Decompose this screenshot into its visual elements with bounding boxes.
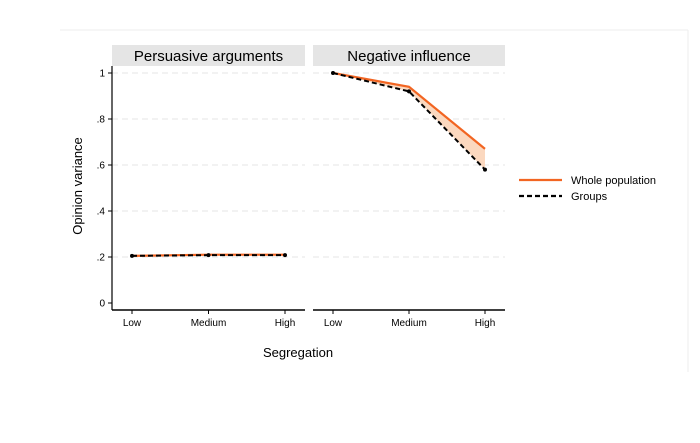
legend-label: Whole population [571, 175, 656, 187]
y-tick-label: .2 [97, 253, 106, 264]
y-tick-label: .8 [97, 115, 106, 126]
panel-header [112, 45, 305, 66]
series-line-whole-population [332, 71, 486, 150]
y-tick-label: .6 [97, 161, 106, 172]
x-tick-label: Low [123, 318, 142, 329]
legend: Whole population Groups [519, 175, 656, 203]
x-axis-title: Segregation [263, 345, 333, 360]
y-tick-label: 1 [99, 69, 105, 80]
panel-1: Persuasive arguments 0 .2 .4 .6 .8 1 Low Medium H… [97, 45, 305, 329]
x-tick-label: Low [324, 318, 343, 329]
panels-group: Persuasive arguments 0 .2 .4 .6 .8 1 Low Medium H… [97, 45, 505, 329]
data-point [407, 89, 411, 94]
x-tick-label: Medium [191, 318, 227, 329]
data-point [206, 253, 211, 258]
data-point [283, 253, 287, 258]
legend-label: Groups [571, 191, 608, 203]
panel-title: Negative influence [347, 48, 470, 65]
data-point [130, 253, 134, 258]
panel-header [313, 45, 505, 66]
panel-2: Negative influence Low Medium High [313, 45, 505, 329]
x-tick-label: High [475, 318, 496, 329]
y-axis-title: Opinion variance [70, 137, 85, 235]
x-tick-label: Medium [391, 318, 427, 329]
data-point [331, 71, 335, 75]
series-line-groups [332, 72, 486, 171]
y-tick-label: .4 [97, 207, 106, 218]
data-point [483, 167, 487, 172]
panel-title: Persuasive arguments [134, 48, 283, 65]
x-tick-label: High [275, 318, 296, 329]
y-tick-label: 0 [99, 299, 105, 310]
